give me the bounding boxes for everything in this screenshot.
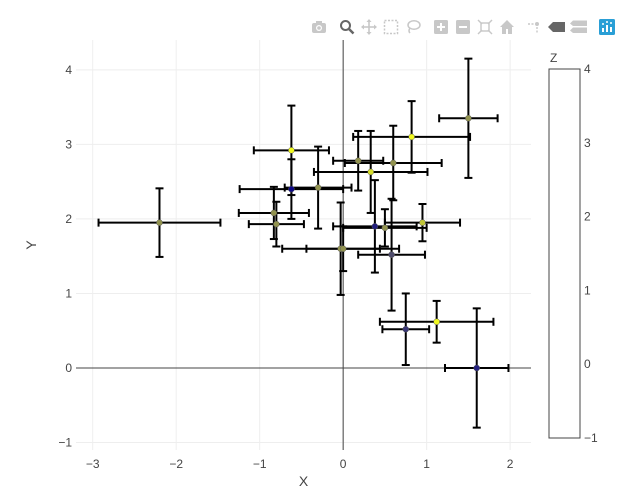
- zoom-out-icon[interactable]: [452, 16, 474, 38]
- data-point: [270, 209, 278, 217]
- data-point: [367, 168, 374, 176]
- reset-axes-icon[interactable]: [496, 16, 518, 38]
- camera-icon[interactable]: [308, 16, 330, 38]
- hover-closest-icon[interactable]: [546, 16, 568, 38]
- colorbar-frame: [548, 68, 581, 439]
- pan-icon[interactable]: [358, 16, 380, 38]
- error-bars: [97, 57, 510, 429]
- colorbar-title: Z: [550, 51, 557, 65]
- data-point: [371, 223, 379, 230]
- data-point: [273, 220, 280, 228]
- data-point: [402, 325, 410, 333]
- x-tick-label: −1: [253, 457, 267, 471]
- data-point: [465, 115, 472, 122]
- colorbar-tick-label: 0: [584, 357, 591, 371]
- x-tick-label: 2: [507, 457, 514, 471]
- colorbar-tick-label: 3: [584, 136, 591, 150]
- data-point: [288, 185, 295, 193]
- colorbar-ticks: −1 0 1 2 3 4: [584, 62, 598, 445]
- y-tick-label: −1: [58, 436, 72, 450]
- x-tick-label: 0: [340, 457, 347, 471]
- data-point: [156, 219, 163, 226]
- y-tick-label: 3: [65, 137, 72, 151]
- y-tick-label: 0: [65, 361, 72, 375]
- x-tick-label: −3: [86, 457, 100, 471]
- zero-lines: [76, 40, 531, 450]
- data-point: [381, 224, 389, 232]
- plotly-logo-icon[interactable]: [596, 16, 618, 38]
- y-tick-label: 1: [65, 286, 72, 300]
- data-point: [388, 251, 395, 258]
- y-axis-ticks: −1 0 1 2 3 4: [58, 63, 72, 450]
- data-point: [408, 133, 415, 141]
- lasso-select-icon[interactable]: [402, 16, 424, 38]
- y-tick-label: 2: [65, 212, 72, 226]
- y-tick-label: 4: [65, 63, 72, 77]
- data-point: [339, 245, 347, 252]
- zoom-icon[interactable]: [336, 16, 358, 38]
- y-axis-title: Y: [23, 240, 39, 250]
- colorbar-tick-label: 4: [584, 62, 591, 76]
- data-points: [156, 115, 480, 372]
- colorbar-tick-label: −1: [584, 431, 598, 445]
- colorbar-tick-label: 1: [584, 283, 591, 297]
- x-tick-label: −2: [169, 457, 183, 471]
- autoscale-icon[interactable]: [474, 16, 496, 38]
- data-point: [389, 159, 397, 167]
- data-point: [354, 157, 362, 165]
- x-axis-ticks: −3 −2 −1 0 1 2: [86, 457, 514, 471]
- data-point: [419, 219, 426, 226]
- data-point: [433, 318, 440, 326]
- hover-compare-icon[interactable]: [568, 16, 590, 38]
- x-axis-title: X: [299, 473, 309, 489]
- box-select-icon[interactable]: [380, 16, 402, 38]
- colorbar: Z −1 0 1 2 3 4: [548, 51, 598, 445]
- spike-lines-icon[interactable]: [524, 16, 546, 38]
- data-point: [473, 364, 480, 372]
- data-point: [314, 184, 322, 191]
- gridlines: [76, 40, 531, 450]
- colorbar-tick-label: 2: [584, 210, 591, 224]
- modebar: [308, 16, 618, 38]
- data-point: [288, 147, 295, 154]
- zoom-in-icon[interactable]: [430, 16, 452, 38]
- x-tick-label: 1: [423, 457, 430, 471]
